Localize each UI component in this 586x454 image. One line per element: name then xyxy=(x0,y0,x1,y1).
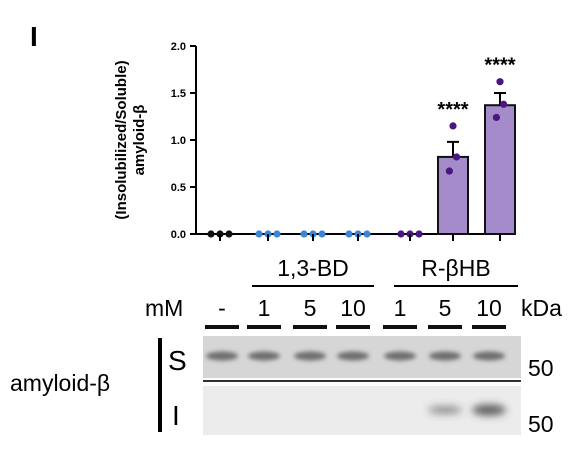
group-label-bhb: R-βHB xyxy=(421,255,490,281)
data-point xyxy=(363,230,371,238)
x-ticks xyxy=(219,234,501,241)
band-soluble xyxy=(294,351,326,361)
data-point xyxy=(345,230,353,238)
band-soluble xyxy=(429,351,461,361)
concentration-label: 10 xyxy=(476,295,502,321)
band-insoluble xyxy=(428,406,462,414)
y-tick-label: 0.5 xyxy=(171,182,186,194)
lane-bars xyxy=(205,325,506,329)
lane-bar xyxy=(293,325,327,329)
bands-insoluble xyxy=(428,404,506,416)
panel-label: I xyxy=(30,21,38,52)
error-bars xyxy=(447,92,506,157)
y-tick-label: 1.5 xyxy=(171,88,186,100)
data-point xyxy=(415,230,423,238)
y-ticks: 0.0 0.5 1.0 1.5 2.0 xyxy=(171,41,196,241)
data-point xyxy=(449,122,457,130)
lane-bar xyxy=(428,325,462,329)
y-tick-label: 1.0 xyxy=(171,135,186,147)
data-point xyxy=(300,230,308,238)
data-point xyxy=(397,230,405,238)
concentration-labels: -1 5 10 1 5 10 xyxy=(218,295,502,321)
concentration-label: 10 xyxy=(340,295,366,321)
data-points xyxy=(207,78,508,238)
band-soluble xyxy=(384,351,416,361)
significance-mark: **** xyxy=(484,55,515,77)
y-axis-title: (Insolubilized/Soluble) amyloid-β xyxy=(113,60,148,219)
data-point xyxy=(318,230,326,238)
y-axis-title-line1: (Insolubilized/Soluble) xyxy=(113,60,130,219)
band-soluble xyxy=(206,351,238,361)
row-label-insoluble: I xyxy=(172,400,180,431)
band-soluble xyxy=(473,351,505,361)
lane-bar xyxy=(336,325,370,329)
marker-soluble: 50 xyxy=(528,355,554,381)
lane-bar xyxy=(205,325,239,329)
band-soluble xyxy=(337,351,369,361)
group-label-bd: 1,3-BD xyxy=(277,255,349,281)
concentration-label: 1 xyxy=(394,295,407,321)
band-insoluble xyxy=(472,404,506,416)
concentration-label: 1 xyxy=(258,295,271,321)
data-point xyxy=(500,100,508,108)
data-point xyxy=(492,113,500,122)
data-point xyxy=(496,78,504,86)
data-point xyxy=(225,230,233,238)
significance-mark: **** xyxy=(437,99,468,121)
blot-insoluble xyxy=(203,386,521,435)
kda-label: kDa xyxy=(521,295,562,321)
concentration-label: 5 xyxy=(439,295,452,321)
significance-marks: **** **** xyxy=(437,55,515,121)
concentration-label: 5 xyxy=(304,295,317,321)
protein-label: amyloid-β xyxy=(10,370,110,396)
y-axis-title-line2: amyloid-β xyxy=(131,105,148,176)
data-point xyxy=(453,153,461,161)
lane-bar xyxy=(472,325,506,329)
band-soluble xyxy=(248,351,280,361)
data-point xyxy=(255,230,263,238)
data-point xyxy=(273,230,281,238)
data-point xyxy=(207,230,215,238)
bands-soluble xyxy=(206,351,505,361)
data-point xyxy=(445,167,453,175)
concentration-label: - xyxy=(218,295,226,321)
bar-5 xyxy=(437,155,469,235)
bar-6 xyxy=(484,104,516,235)
row-label-soluble: S xyxy=(168,345,187,376)
lane-bar xyxy=(383,325,417,329)
y-tick-label: 0.0 xyxy=(171,229,186,241)
y-tick-label: 2.0 xyxy=(171,41,186,53)
lane-bar xyxy=(247,325,281,329)
unit-label: mM xyxy=(145,295,183,321)
marker-insoluble: 50 xyxy=(528,411,554,437)
